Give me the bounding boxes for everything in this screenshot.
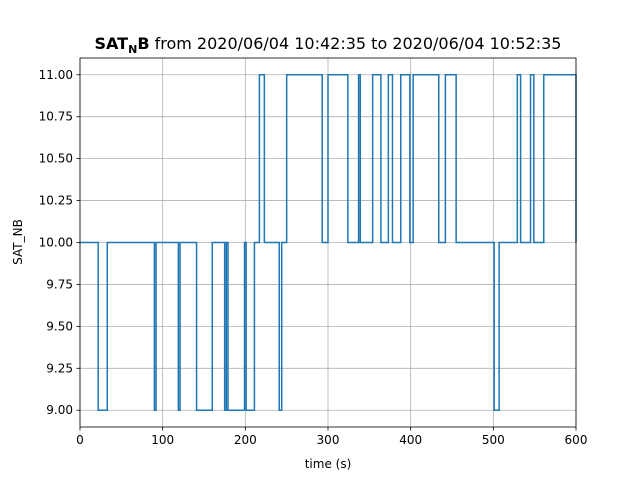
x-tick-label: 500 — [482, 433, 505, 447]
title-rest: from 2020/06/04 10:42:35 to 2020/06/04 1… — [150, 34, 562, 53]
x-tick-label: 0 — [76, 433, 84, 447]
y-tick-label: 10.00 — [39, 236, 73, 250]
series-line — [80, 74, 577, 411]
x-tick-label: 600 — [565, 433, 588, 447]
x-tick-label: 100 — [151, 433, 174, 447]
y-tick-label: 9.25 — [46, 361, 73, 375]
title-bold-suffix: B — [137, 34, 149, 53]
y-tick-label: 10.75 — [39, 110, 73, 124]
y-tick-label: 10.50 — [39, 152, 73, 166]
x-tick-label: 200 — [234, 433, 257, 447]
x-tick-label: 300 — [317, 433, 340, 447]
y-axis: 9.00 9.25 9.50 9.75 10.00 10.25 10.50 10.75 11.0… — [39, 68, 80, 417]
chart-title: SATNB from 2020/06/04 10:42:35 to 2020/0… — [95, 34, 562, 56]
x-axis-label: time (s) — [305, 457, 352, 471]
y-tick-label: 9.75 — [46, 277, 73, 291]
y-tick-label: 11.00 — [39, 68, 73, 82]
title-bold-main: SAT — [95, 34, 129, 53]
y-axis-label: SAT_NB — [11, 219, 25, 265]
x-tick-label: 400 — [399, 433, 422, 447]
series-layer — [80, 74, 577, 411]
x-axis: 0 100 200 300 400 500 600 — [76, 427, 587, 447]
y-tick-label: 9.00 — [46, 403, 73, 417]
title-bold-subscript: N — [128, 43, 137, 56]
y-tick-label: 10.25 — [39, 194, 73, 208]
y-tick-label: 9.50 — [46, 319, 73, 333]
